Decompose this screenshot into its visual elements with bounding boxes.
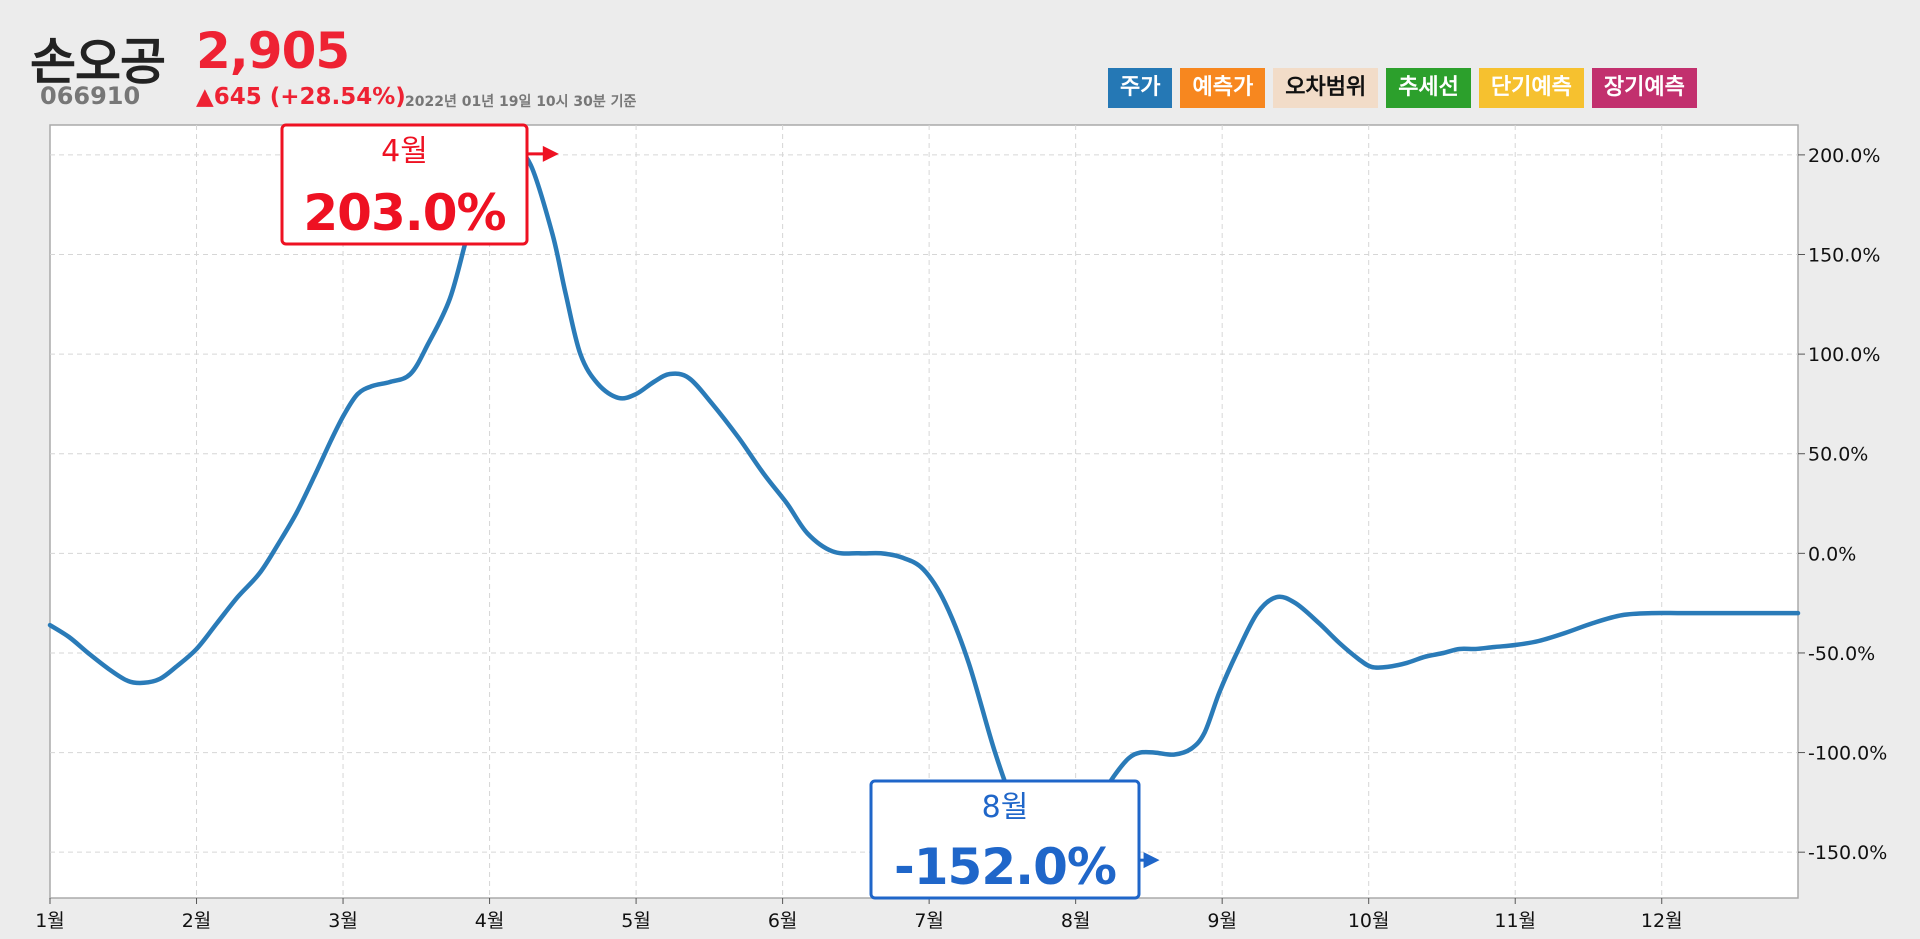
plot-area [49,124,1799,899]
chart-legend: 주가 예측가 오차범위 추세선 단기예측 장기예측 [1108,68,1697,108]
x-tick-label: 4월 [475,910,505,932]
callout-min-value: -152.0% [894,838,1116,896]
legend-trendline[interactable]: 추세선 [1386,68,1471,108]
x-tick-label: 11월 [1494,910,1536,932]
stock-change: ▲645 (+28.54%) [196,84,406,110]
legend-short-term[interactable]: 단기예측 [1478,68,1584,108]
legend-price[interactable]: 주가 [1108,68,1173,108]
y-tick-label: 200.0% [1808,145,1880,167]
x-tick-label: 7월 [914,910,944,932]
callout-max-month: 4월 [381,134,428,169]
y-tick-label: 0.0% [1808,543,1856,565]
x-tick-label: 9월 [1207,910,1237,932]
series-line [47,146,1801,860]
x-tick-label: 12월 [1641,910,1683,932]
callout-min-box [869,779,1141,900]
legend-error-range[interactable]: 오차범위 [1273,68,1379,108]
callout-min-month: 8월 [982,790,1029,825]
stock-name: 손오공 [30,33,166,91]
axes: 1월 2월 3월 4월 5월 6월 7월 8월 9월 10월 11월 12월 200.0% 150.0% 1… [35,145,1887,932]
y-tick-label: -150.0% [1808,842,1887,864]
stock-code: 066910 [40,82,141,110]
y-tick-label: 50.0% [1808,444,1868,466]
x-tick-label: 6월 [768,910,798,932]
y-tick-label: -50.0% [1808,643,1875,665]
legend-forecast[interactable]: 예측가 [1180,68,1266,108]
y-tick-label: -100.0% [1808,743,1887,765]
callout-max-value: 203.0% [303,184,505,242]
callout-max-arrow-head [542,145,559,162]
annotations: 4월 203.0% 8월 -152.0% [280,123,1160,900]
y-tick-label: 100.0% [1808,344,1880,366]
x-tick-label: 10월 [1348,910,1390,932]
stock-price: 2,905 [196,22,350,80]
x-tick-label: 8월 [1061,910,1091,932]
stock-header: 손오공 2,905 066910 ▲645 (+28.54%) 2022년 01… [0,0,1920,120]
stock-timestamp: 2022년 01년 19일 10시 30분 기준 [405,94,637,110]
x-tick-label: 2월 [182,910,212,932]
x-tick-label: 5월 [621,910,651,932]
callout-max-box [280,123,529,246]
grid-lines [50,125,1798,898]
legend-long-term[interactable]: 장기예측 [1591,68,1697,108]
series-layer [47,146,1801,860]
x-tick-label: 3월 [328,910,358,932]
callout-min-arrow-head [1143,852,1160,869]
x-tick-label: 1월 [35,910,65,932]
y-tick-label: 150.0% [1808,244,1880,266]
